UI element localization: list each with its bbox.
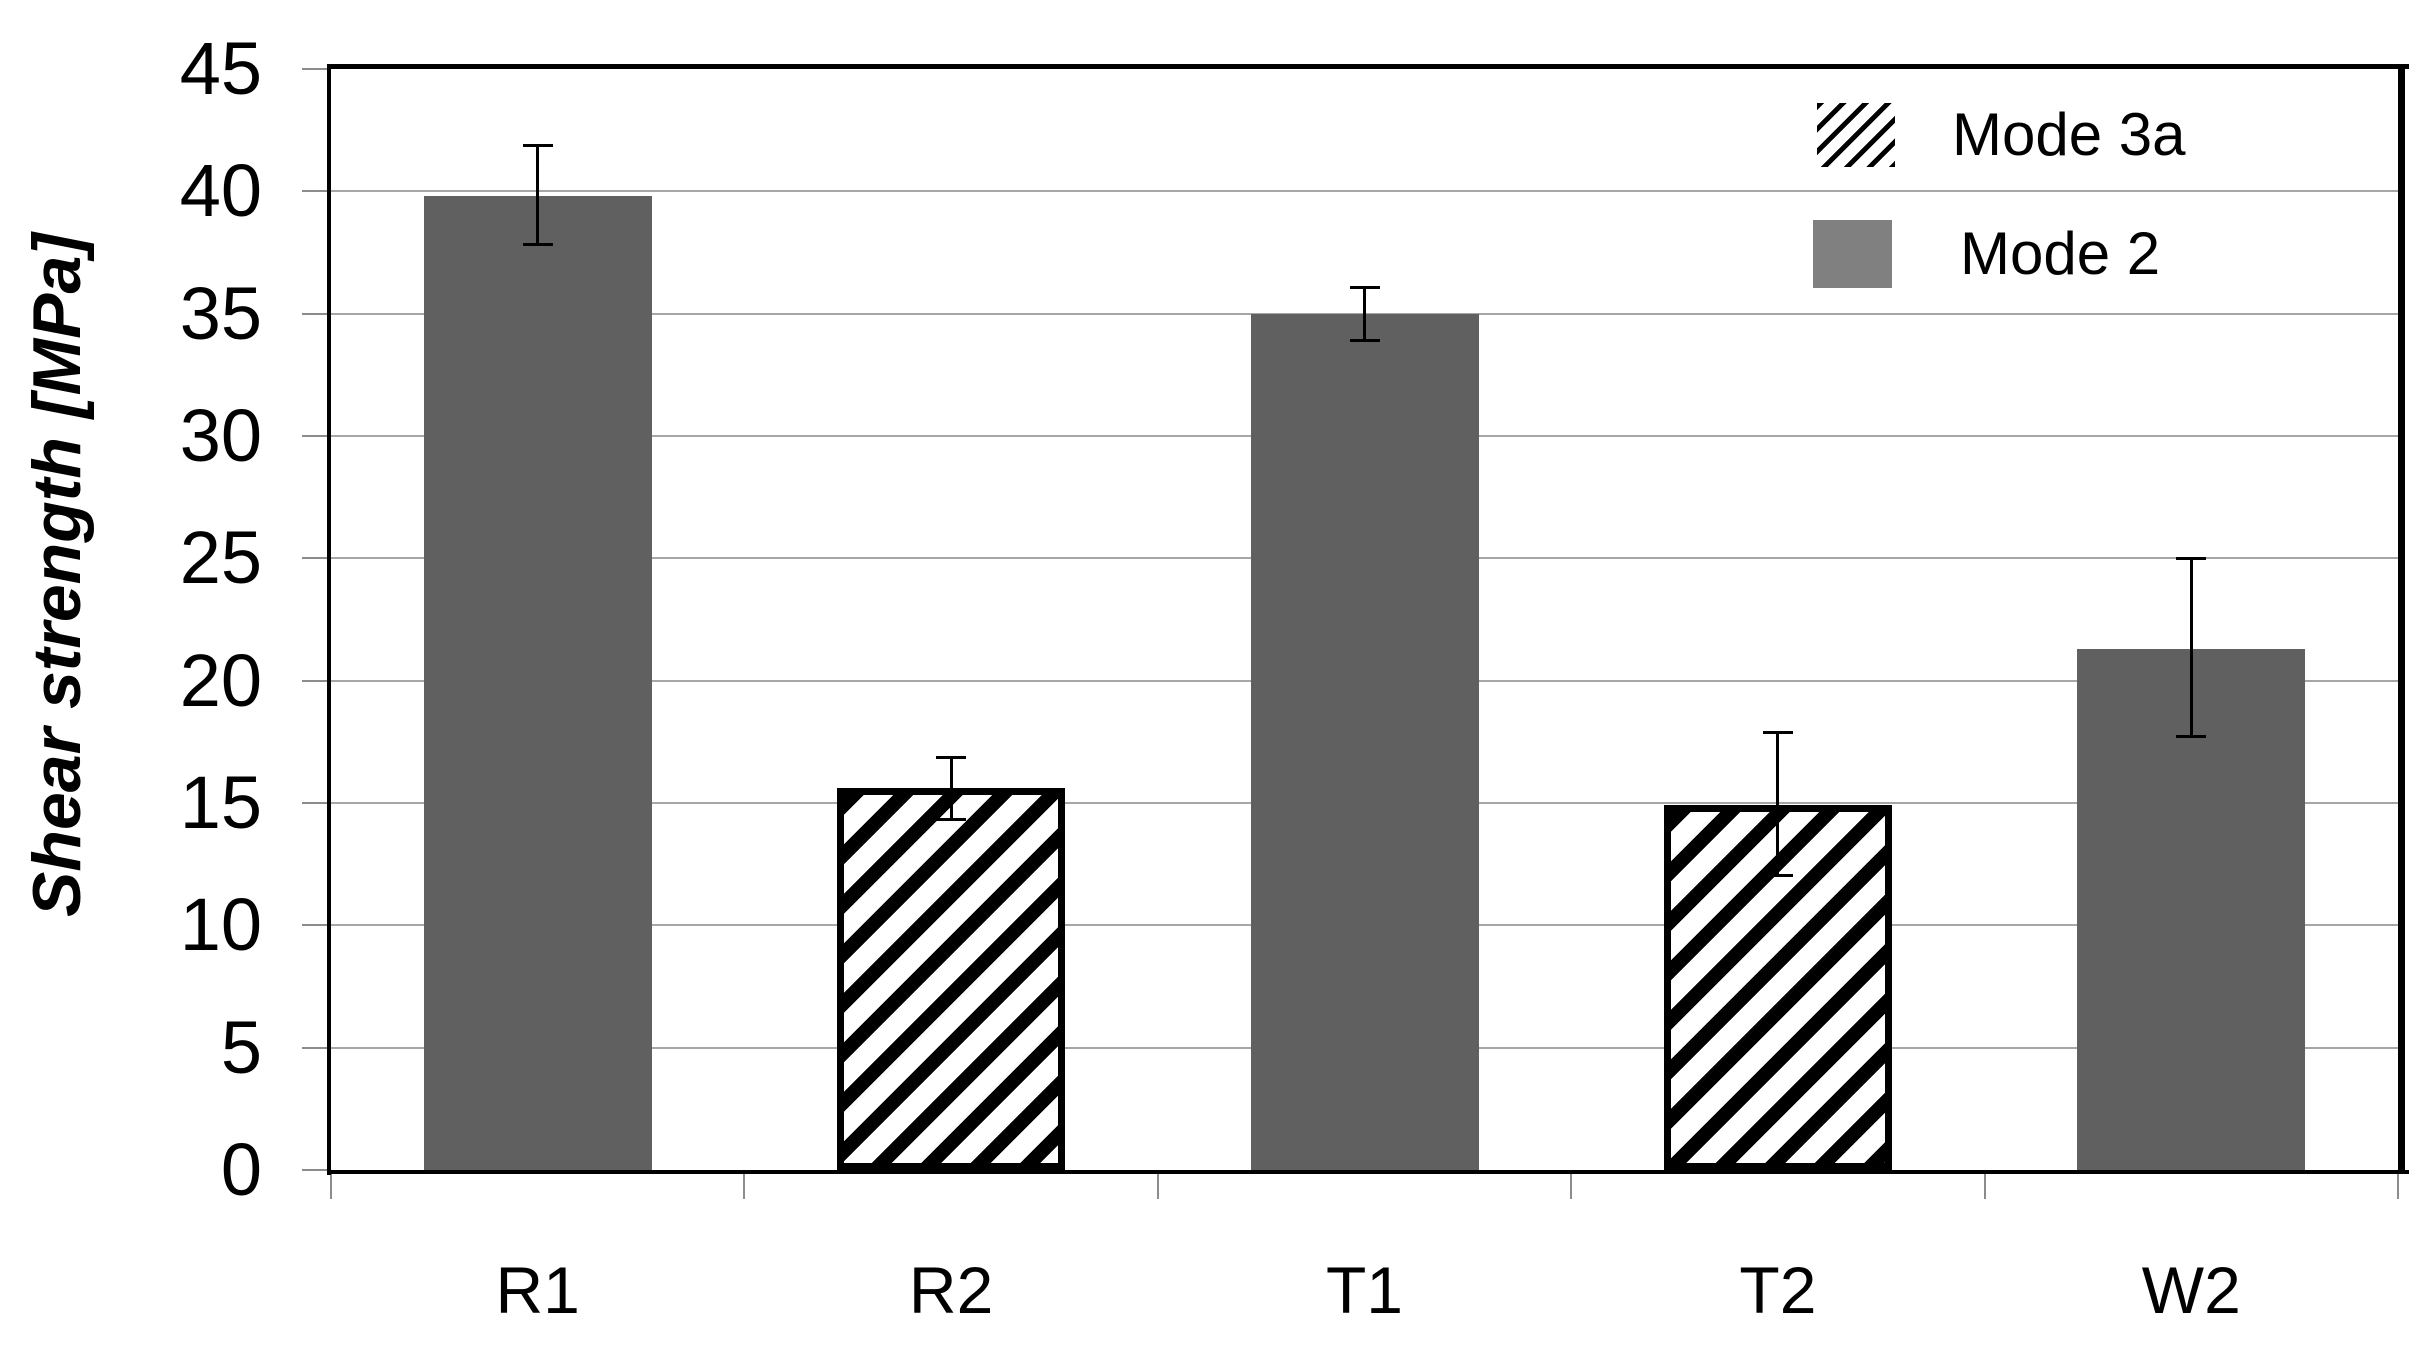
x-tick xyxy=(743,1174,746,1199)
x-tick xyxy=(1156,1174,1159,1199)
legend-swatch-solid-icon xyxy=(1813,220,1892,288)
error-bar-cap-bottom xyxy=(1349,338,1380,342)
x-category-label: W2 xyxy=(2141,1253,2241,1327)
y-tick-label: 10 xyxy=(179,883,262,967)
y-tick xyxy=(302,190,331,193)
y-tick-label: 40 xyxy=(179,149,262,233)
y-tick xyxy=(302,68,331,70)
error-bar-cap-top xyxy=(522,143,553,147)
y-tick xyxy=(302,1046,331,1049)
y-tick xyxy=(302,435,331,437)
y-axis-line xyxy=(327,64,331,1175)
bar-r2 xyxy=(837,788,1066,1170)
error-bar-line xyxy=(1776,732,1780,877)
error-bar-cap-top xyxy=(2176,557,2207,561)
error-bar-line xyxy=(949,756,953,821)
error-bar-cap-top xyxy=(936,755,967,759)
x-tick xyxy=(330,1174,332,1199)
y-tick-label: 35 xyxy=(179,271,262,355)
bar-r1 xyxy=(423,196,652,1170)
error-bar-cap-bottom xyxy=(936,818,967,822)
y-tick xyxy=(302,679,331,682)
y-tick xyxy=(302,312,331,315)
y-tick xyxy=(302,557,331,560)
x-tick xyxy=(1570,1174,1573,1199)
legend-swatch-hatched-icon xyxy=(1817,103,1895,167)
error-bar-cap-bottom xyxy=(2176,734,2207,738)
y-tick-label: 0 xyxy=(220,1128,262,1211)
plot-border-right xyxy=(2398,64,2405,1174)
error-bar-line xyxy=(1363,286,1366,341)
y-tick-label: 45 xyxy=(179,27,262,110)
gridline xyxy=(331,190,2398,193)
x-category-label: T2 xyxy=(1739,1253,1817,1327)
legend-label-mode-3a: Mode 3a xyxy=(1952,101,2186,168)
error-bar-cap-bottom xyxy=(1762,874,1793,878)
y-tick-label: 15 xyxy=(179,761,262,844)
legend-label-mode-2: Mode 2 xyxy=(1960,220,2161,287)
y-tick xyxy=(302,802,331,804)
y-tick-label: 5 xyxy=(220,1005,262,1089)
y-tick-label: 25 xyxy=(179,516,262,600)
x-tick xyxy=(1983,1174,1986,1199)
x-axis-line xyxy=(327,1170,2409,1174)
x-category-label: R1 xyxy=(495,1253,580,1327)
error-bar-cap-top xyxy=(1349,285,1380,289)
y-tick-label: 20 xyxy=(179,638,262,722)
y-tick xyxy=(302,924,331,927)
error-bar-cap-top xyxy=(1762,731,1793,735)
error-bar-line xyxy=(2189,558,2193,737)
y-tick xyxy=(302,1169,331,1171)
bar-t1 xyxy=(1250,313,1479,1170)
x-category-label: T1 xyxy=(1325,1253,1404,1327)
plot-border-top xyxy=(327,64,2409,69)
bar-t2 xyxy=(1663,805,1892,1170)
error-bar-cap-bottom xyxy=(522,243,553,247)
error-bar-line xyxy=(536,144,540,246)
y-tick-label: 30 xyxy=(179,394,262,477)
x-tick xyxy=(2397,1174,2399,1199)
x-category-label: R2 xyxy=(908,1253,994,1327)
